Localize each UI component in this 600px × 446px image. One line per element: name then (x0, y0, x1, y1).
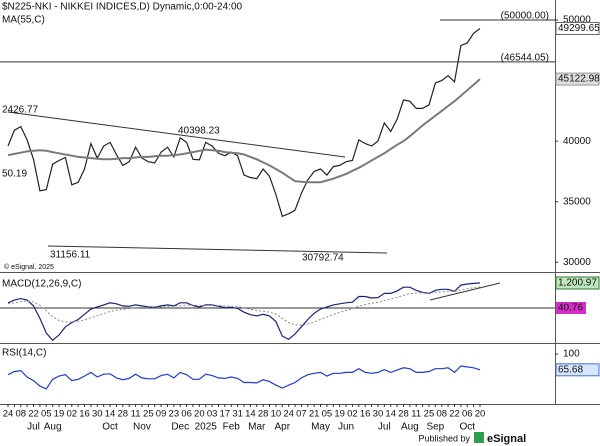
series-line (7, 78, 481, 184)
price-box (556, 302, 586, 314)
price-box (555, 72, 600, 86)
annotation: 30792.74 (302, 253, 344, 264)
trendline (47, 245, 388, 254)
x-tick-label: 05 (322, 409, 333, 420)
price-box-label: 45122.98 (558, 74, 600, 85)
brand: eSignal (487, 433, 526, 445)
x-tick-label: 20 (194, 409, 205, 420)
x-tick-label: 03 (207, 409, 218, 420)
x-tick-label: 21 (309, 409, 320, 420)
x-tick-label: 30 (373, 409, 384, 420)
series-line (7, 365, 481, 390)
x-tick-label: 24 (3, 409, 14, 420)
price-box-label: 1,200.97 (558, 278, 597, 289)
logo-mark (474, 432, 484, 443)
x-tick-label: 09 (156, 409, 167, 420)
x-tick-label: 22 (449, 409, 460, 420)
price-box-label: 40.76 (558, 303, 583, 314)
x-tick-label: 14 (105, 409, 116, 420)
series-line (7, 286, 481, 326)
x-month-label: Jul (378, 422, 391, 433)
price-box (555, 21, 600, 35)
x-tick-label: 08 (15, 409, 26, 420)
x-tick-label: 28 (258, 409, 269, 420)
y-tick-label: 50000 (563, 15, 591, 26)
level-label: (50000.00) (501, 11, 549, 22)
level-label: (46544.05) (501, 53, 549, 64)
trendline (7, 111, 346, 158)
legend-entry: MA(55,C) (2, 15, 45, 26)
x-tick-label: 20 (475, 409, 486, 420)
chart-title: $N225-NKI - NIKKEI INDICES,D) Dynamic,0:… (2, 2, 243, 13)
published-by: Published by (418, 433, 470, 443)
price-box-label: 65.68 (558, 364, 583, 375)
x-tick-label: 02 (66, 409, 77, 420)
x-tick-label: 05 (41, 409, 52, 420)
annotation: 31156.11 (50, 250, 91, 261)
series-line (7, 282, 481, 342)
x-tick-label: 10 (271, 409, 282, 420)
x-tick-label: 08 (436, 409, 447, 420)
y-tick-label: 35000 (563, 196, 591, 207)
x-tick-label: 25 (424, 409, 435, 420)
x-month-label: Jun (338, 422, 354, 433)
panel-title: MACD(12,26,9,C) (2, 279, 81, 290)
x-month-label: Aug (401, 422, 419, 433)
price-box (555, 276, 600, 290)
x-tick-label: 07 (296, 409, 307, 420)
x-month-label: Oct (459, 422, 475, 433)
x-month-label: Oct (102, 422, 118, 433)
price-box (555, 363, 600, 377)
x-tick-label: 24 (283, 409, 294, 420)
annotation: 40398.23 (178, 126, 220, 137)
x-month-label: Feb (223, 422, 241, 433)
x-tick-label: 19 (334, 409, 345, 420)
x-month-label: Aug (44, 422, 62, 433)
panel-title: RSI(14,C) (2, 348, 46, 359)
x-tick-label: 14 (245, 409, 256, 420)
x-tick-label: 06 (462, 409, 473, 420)
x-month-label: Nov (133, 422, 151, 433)
x-tick-label: 19 (54, 409, 65, 420)
x-tick-label: 22 (28, 409, 39, 420)
y-tick-label: 40000 (563, 136, 591, 147)
series-line (7, 28, 481, 218)
x-tick-label: 25 (143, 409, 154, 420)
x-tick-label: 06 (181, 409, 192, 420)
x-tick-label: 16 (79, 409, 90, 420)
x-tick-label: 11 (411, 409, 421, 420)
x-month-label: 2025 (195, 422, 218, 433)
x-tick-label: 30 (92, 409, 103, 420)
annotation: 50.19 (2, 169, 27, 180)
x-tick-label: 11 (131, 409, 141, 420)
price-box-label: 49299.65 (558, 23, 600, 34)
x-month-label: Sep (426, 422, 444, 433)
x-month-label: Mar (248, 422, 266, 433)
x-tick-label: 17 (220, 409, 231, 420)
y-tick-label: 30000 (563, 257, 591, 268)
x-tick-label: 16 (360, 409, 371, 420)
x-month-label: Jul (27, 422, 40, 433)
x-month-label: Apr (274, 422, 290, 433)
x-month-label: May (311, 422, 330, 433)
x-tick-label: 23 (169, 409, 180, 420)
x-tick-label: 28 (398, 409, 409, 420)
y-tick-label: 100 (563, 349, 580, 360)
x-tick-label: 14 (385, 409, 396, 420)
trendline (429, 282, 501, 301)
x-tick-label: 28 (118, 409, 129, 420)
annotation: 2426.77 (2, 105, 39, 116)
x-tick-label: 31 (232, 409, 243, 420)
copyright: © eSignal, 2025 (4, 263, 54, 271)
x-tick-label: 02 (347, 409, 358, 420)
x-month-label: Dec (171, 422, 189, 433)
